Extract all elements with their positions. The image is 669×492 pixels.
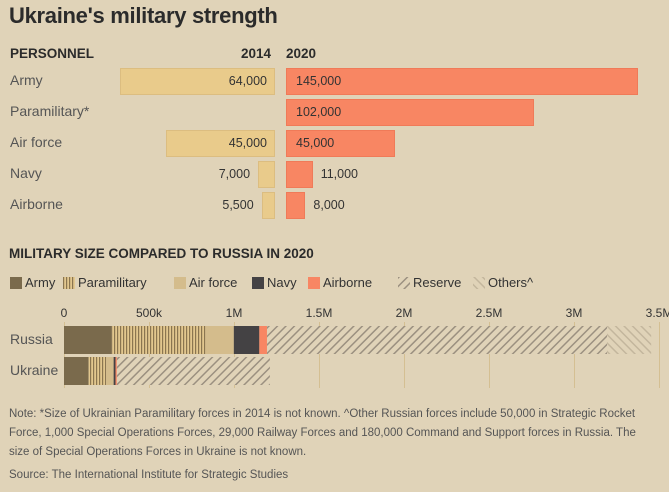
- category-label-russia: Russia: [10, 331, 53, 347]
- value-label-2014-navy: 7,000: [218, 167, 251, 181]
- legend-label: Army: [25, 275, 56, 290]
- row-label-air-force: Air force: [10, 134, 63, 150]
- bar-segment-russia-navy: [233, 326, 260, 354]
- bar-2014-army: [119, 68, 275, 95]
- legend-swatch: [63, 276, 75, 289]
- bar-segment-russia-reserve: [266, 326, 607, 354]
- gridline: [659, 322, 660, 388]
- legend-label: Others^: [488, 275, 534, 290]
- bar-2020-army: [286, 68, 638, 95]
- footnote: Note: *Size of Ukrainian Paramilitary fo…: [9, 408, 636, 458]
- value-label-2014-air-force: 45,000: [228, 136, 267, 150]
- bar-2020-navy: [286, 161, 313, 188]
- x-tick-label: 0: [60, 306, 68, 320]
- column-2020-header: 2020: [286, 46, 317, 61]
- bar-2014-navy: [258, 161, 275, 188]
- gridline: [64, 322, 65, 388]
- bar-segment-ukraine-paramilitary: [88, 357, 106, 385]
- bar-segment-ukraine-reserve: [116, 357, 270, 385]
- legend-item-others: Others^: [473, 275, 533, 290]
- x-tick-label: 3.5M: [645, 306, 669, 320]
- personnel-header: PERSONNEL: [10, 46, 95, 61]
- gridline: [319, 322, 320, 388]
- legend-swatch: [398, 276, 410, 289]
- row-label-paramilitary: Paramilitary*: [10, 103, 90, 119]
- bar-segment-russia-others: [606, 326, 652, 354]
- gridline: [489, 322, 490, 388]
- bar-segment-ukraine-navy: [113, 357, 116, 385]
- legend-item-airborne: Airborne: [308, 275, 372, 290]
- legend-swatch: [10, 276, 22, 289]
- x-tick-label: 2.5M: [475, 306, 503, 320]
- value-label-2014-army: 64,000: [228, 74, 267, 88]
- value-label-2020-air-force: 45,000: [296, 136, 335, 150]
- legend-label: Air force: [189, 275, 238, 290]
- bar-2014-airborne: [261, 192, 275, 219]
- bar-segment-russia-airborne: [259, 326, 267, 354]
- row-label-airborne: Airborne: [10, 196, 63, 212]
- bar-segment-ukraine-airborne: [115, 357, 117, 385]
- x-tick-label: 500k: [135, 306, 163, 320]
- x-tick-label: 1.5M: [305, 306, 333, 320]
- legend-swatch: [252, 276, 264, 289]
- x-tick-label: 3M: [565, 306, 583, 320]
- legend-label: Navy: [267, 275, 297, 290]
- source-note: Source: The International Institute for …: [9, 469, 289, 481]
- legend-label: Paramilitary: [78, 275, 147, 290]
- category-label-ukraine: Ukraine: [10, 362, 59, 378]
- bar-2020-paramilitary: [286, 99, 534, 126]
- legend-item-reserve: Reserve: [398, 275, 461, 290]
- x-tick-label: 2M: [395, 306, 413, 320]
- bar-segment-ukraine-army: [64, 357, 89, 385]
- chart-title: Ukraine's military strength: [9, 3, 278, 28]
- legend-swatch: [174, 276, 186, 289]
- legend-item-army: Army: [10, 275, 55, 290]
- value-label-2014-airborne: 5,500: [222, 198, 254, 212]
- legend-label: Reserve: [413, 275, 462, 290]
- row-label-navy: Navy: [10, 165, 42, 181]
- gridline: [149, 322, 150, 388]
- value-label-2020-army: 145,000: [296, 74, 342, 88]
- value-label-2020-paramilitary: 102,000: [296, 105, 342, 119]
- column-2014-header: 2014: [241, 46, 272, 61]
- bar-2020-air-force: [286, 130, 396, 157]
- legend-swatch: [473, 276, 485, 289]
- bar-2020-airborne: [286, 192, 306, 219]
- value-label-2020-airborne: 8,000: [313, 198, 345, 212]
- legend-item-navy: Navy: [252, 275, 297, 290]
- bar-2014-air-force: [165, 130, 275, 157]
- row-label-army: Army: [10, 72, 43, 88]
- gridline: [234, 322, 235, 388]
- gridline: [574, 322, 575, 388]
- bar-segment-russia-air-force: [205, 326, 234, 354]
- legend-item-air-force: Air force: [174, 275, 237, 290]
- comparison-title: MILITARY SIZE COMPARED TO RUSSIA IN 2020: [9, 246, 314, 261]
- x-tick-label: 1M: [225, 306, 243, 320]
- legend-swatch: [308, 276, 320, 289]
- gridline: [404, 322, 405, 388]
- legend-label: Airborne: [323, 275, 373, 290]
- bar-segment-russia-paramilitary: [111, 326, 206, 354]
- value-label-2020-navy: 11,000: [320, 167, 359, 181]
- legend-item-paramilitary: Paramilitary: [63, 275, 147, 290]
- bar-segment-russia-army: [64, 326, 112, 354]
- bar-segment-ukraine-air-force: [105, 357, 114, 385]
